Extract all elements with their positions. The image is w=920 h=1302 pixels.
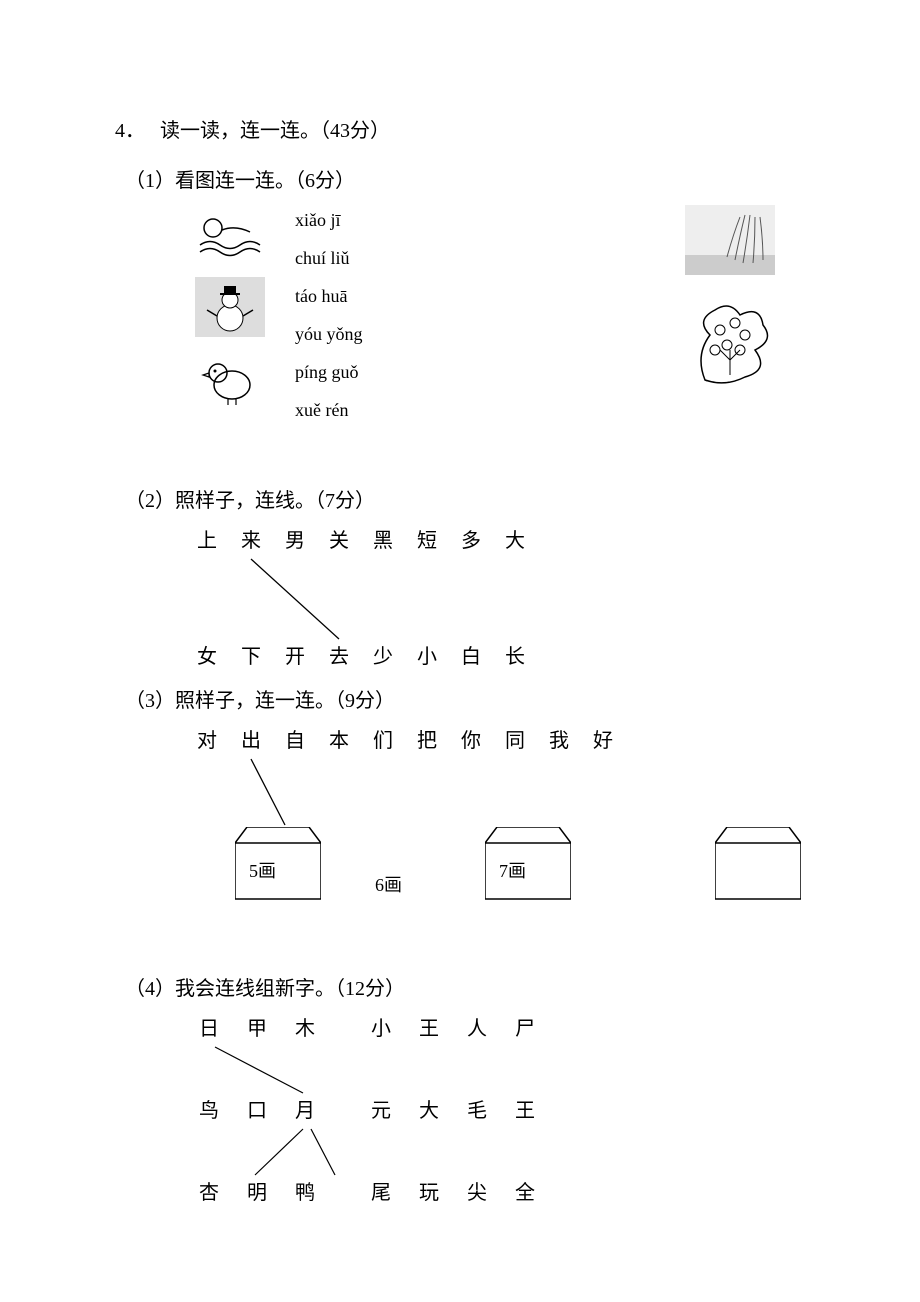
image-chick: [195, 349, 265, 409]
char: 下: [229, 641, 273, 673]
char: 玩: [405, 1177, 453, 1209]
char: 来: [229, 525, 273, 557]
q4-number: 4．: [115, 115, 155, 147]
q4-sub4: （4）我会连线组新字。（12分） 日甲木小王人尸 鸟口月元大毛王 杏明鸭尾玩尖全: [125, 973, 805, 1209]
q4-sub1-title: （1）看图连一连。（6分）: [125, 165, 805, 197]
q4-title: 读一读，连一连。（43分）: [160, 120, 390, 142]
char: 日: [185, 1013, 233, 1045]
char: 元: [357, 1095, 405, 1127]
pinyin-item: yóu yǒng: [295, 315, 363, 353]
sec1-area: xiǎo jī chuí liǔ táo huā yóu yǒng píng g…: [195, 205, 805, 465]
char: 自: [273, 725, 317, 757]
char: 开: [273, 641, 317, 673]
house-7: 7画: [485, 827, 571, 911]
sec4-row2: 鸟口月元大毛王: [185, 1095, 805, 1127]
char: 人: [453, 1013, 501, 1045]
sec3-char-row: 对出自本们把你同我好: [185, 725, 805, 757]
sec2-area: 上来男关黑短多大 女下开去少小白长: [185, 525, 805, 673]
sec1-pinyin-list: xiǎo jī chuí liǔ táo huā yóu yǒng píng g…: [295, 201, 363, 429]
sec4-row3: 杏明鸭尾玩尖全: [185, 1177, 805, 1209]
sec2-top-row: 上来男关黑短多大: [185, 525, 805, 557]
sec4-line2: [185, 1127, 585, 1177]
sec3-example-line: [175, 757, 675, 827]
house-5: 5画: [235, 827, 321, 911]
char: 口: [233, 1095, 281, 1127]
q4-sub2: （2）照样子，连线。（7分） 上来男关黑短多大 女下开去少小白长: [125, 485, 805, 673]
image-willow: [685, 205, 775, 275]
char: 王: [501, 1095, 549, 1127]
char: 们: [361, 725, 405, 757]
sec1-left-images: [195, 205, 275, 421]
sec1-right-images: [685, 205, 775, 405]
house-icon: 5画: [235, 827, 321, 901]
image-peach-blossom: [685, 305, 775, 375]
char: 月: [281, 1095, 329, 1127]
house-icon: 7画: [485, 827, 571, 901]
char: 尸: [501, 1013, 549, 1045]
house-icon: [715, 827, 801, 901]
q4-sub1: （1）看图连一连。（6分）: [125, 165, 805, 465]
pinyin-item: táo huā: [295, 277, 363, 315]
char: 大: [405, 1095, 453, 1127]
house-label: 5画: [249, 861, 276, 881]
char: 我: [537, 725, 581, 757]
image-swimming: [195, 205, 265, 265]
pinyin-item: xiǎo jī: [295, 201, 363, 239]
sec3-houses: 5画 6画 7画: [175, 827, 805, 957]
char: 白: [449, 641, 493, 673]
char: 全: [501, 1177, 549, 1209]
sec4-line1: [185, 1045, 585, 1095]
char: 小: [357, 1013, 405, 1045]
pinyin-item: xuě rén: [295, 391, 363, 429]
house-6: 6画: [375, 869, 402, 901]
char: 毛: [453, 1095, 501, 1127]
house-blank: [715, 827, 801, 911]
char: 同: [493, 725, 537, 757]
char: 女: [185, 641, 229, 673]
sec4-area: 日甲木小王人尸 鸟口月元大毛王 杏明鸭尾玩尖全: [185, 1013, 805, 1209]
sec3-area: 对出自本们把你同我好 5画 6画: [175, 725, 805, 957]
char: 去: [317, 641, 361, 673]
char: 对: [185, 725, 229, 757]
pinyin-item: píng guǒ: [295, 353, 363, 391]
char: 长: [493, 641, 537, 673]
char: 短: [405, 525, 449, 557]
worksheet-page: 4． 读一读，连一连。（43分） （1）看图连一连。（6分）: [0, 0, 920, 1302]
char: 大: [493, 525, 537, 557]
char: 鸟: [185, 1095, 233, 1127]
char: 杏: [185, 1177, 233, 1209]
sec2-bottom-row: 女下开去少小白长: [185, 641, 805, 673]
char: 把: [405, 725, 449, 757]
char: 鸭: [281, 1177, 329, 1209]
sec4-row1: 日甲木小王人尸: [185, 1013, 805, 1045]
char: 出: [229, 725, 273, 757]
pinyin-item: chuí liǔ: [295, 239, 363, 277]
house-label-6: 6画: [375, 875, 402, 895]
q4-sub4-title: （4）我会连线组新字。（12分）: [125, 973, 805, 1005]
char: 少: [361, 641, 405, 673]
char: 甲: [233, 1013, 281, 1045]
char: 好: [581, 725, 625, 757]
char: 明: [233, 1177, 281, 1209]
char: 木: [281, 1013, 329, 1045]
q4-sub3-title: （3）照样子，连一连。（9分）: [125, 685, 805, 717]
q4-header: 4． 读一读，连一连。（43分）: [115, 115, 805, 147]
char: 黑: [361, 525, 405, 557]
char: 王: [405, 1013, 453, 1045]
char: 上: [185, 525, 229, 557]
house-label: 7画: [499, 861, 526, 881]
char: 男: [273, 525, 317, 557]
char: 小: [405, 641, 449, 673]
image-snowman: [195, 277, 265, 337]
char: 你: [449, 725, 493, 757]
q4-sub2-title: （2）照样子，连线。（7分）: [125, 485, 805, 517]
char: 多: [449, 525, 493, 557]
char: 尾: [357, 1177, 405, 1209]
q4-sub3: （3）照样子，连一连。（9分） 对出自本们把你同我好 5画 6画: [125, 685, 805, 957]
sec2-example-line: [185, 557, 585, 641]
char: 尖: [453, 1177, 501, 1209]
char: 关: [317, 525, 361, 557]
char: 本: [317, 725, 361, 757]
